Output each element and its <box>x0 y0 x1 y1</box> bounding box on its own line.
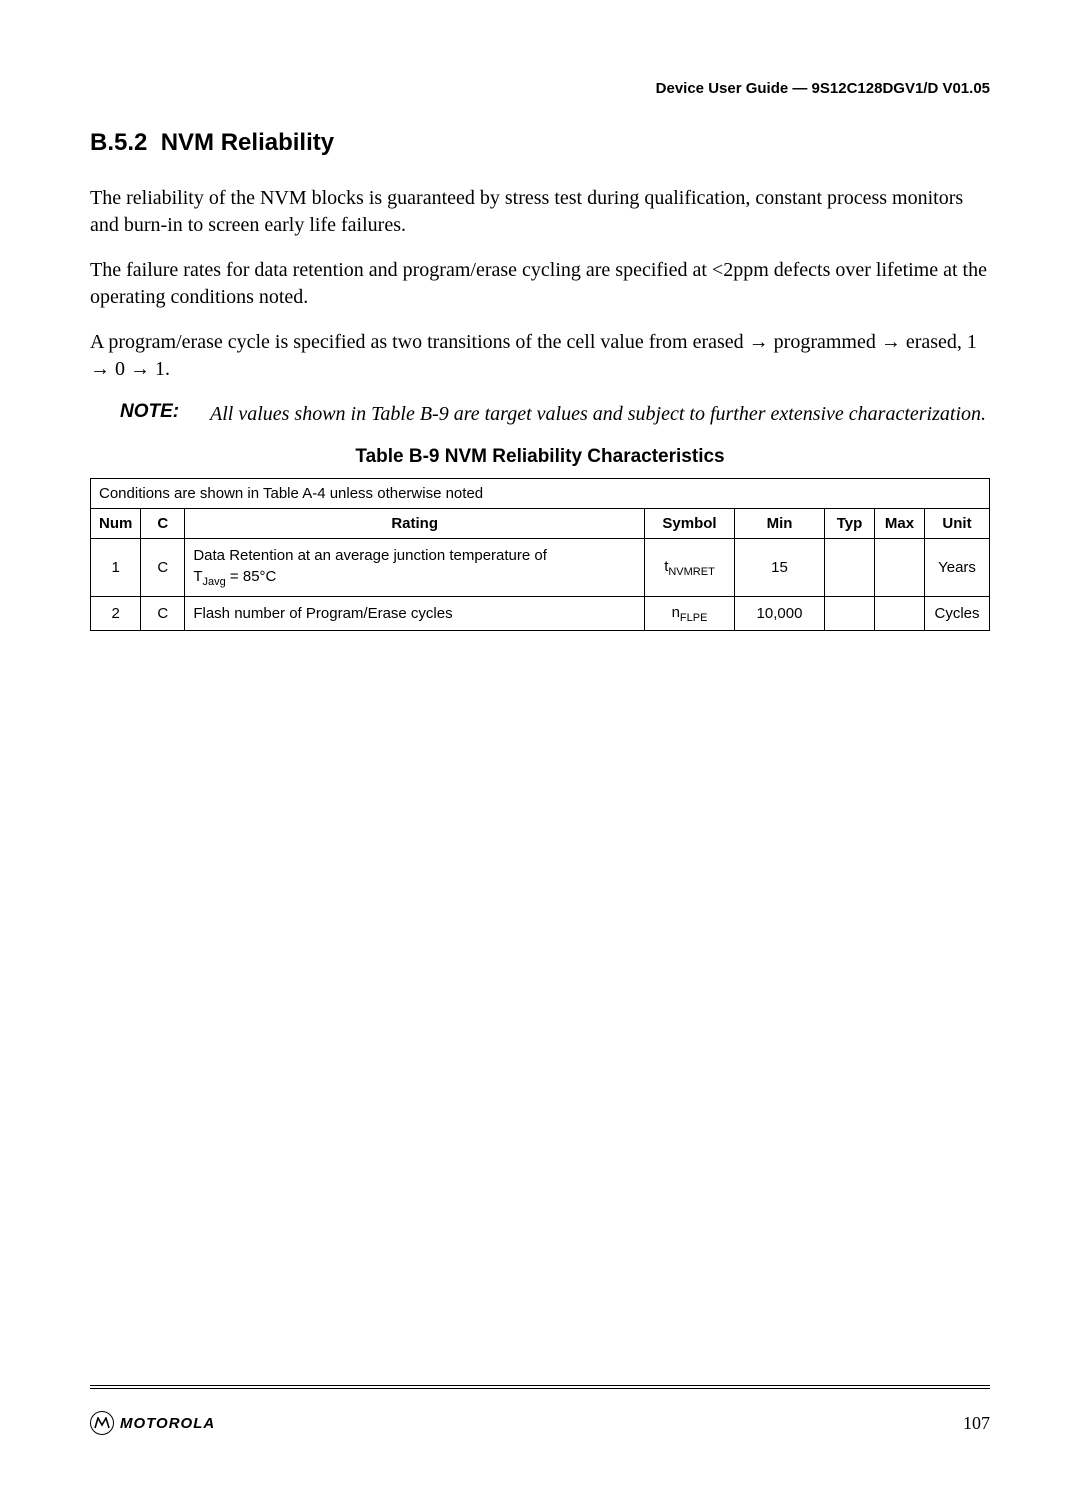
note-block: NOTE: All values shown in Table B-9 are … <box>90 401 990 428</box>
paragraph-2: The failure rates for data retention and… <box>90 257 990 311</box>
cell-unit: Years <box>925 539 990 597</box>
table-row: 2 C Flash number of Program/Erase cycles… <box>91 597 990 631</box>
rating-line2-pre: T <box>193 568 202 585</box>
cell-symbol: tNVMRET <box>645 539 735 597</box>
motorola-logo-icon <box>90 1411 114 1435</box>
note-text: All values shown in Table B-9 are target… <box>210 401 986 428</box>
section-title-text: NVM Reliability <box>161 129 334 156</box>
rating-line1: Data Retention at an average junction te… <box>193 547 547 564</box>
th-max: Max <box>875 509 925 539</box>
cell-min: 15 <box>735 539 825 597</box>
th-symbol: Symbol <box>645 509 735 539</box>
section-number: B.5.2 <box>90 129 147 156</box>
th-typ: Typ <box>825 509 875 539</box>
table-header-row: Num C Rating Symbol Min Typ Max Unit <box>91 509 990 539</box>
cell-symbol: nFLPE <box>645 597 735 631</box>
th-unit: Unit <box>925 509 990 539</box>
cell-max <box>875 539 925 597</box>
rating-line2-sub: Javg <box>203 576 226 588</box>
footer-logo-text: MOTOROLA <box>120 1415 215 1432</box>
footer-rule-1 <box>90 1385 990 1386</box>
footer-rule-2 <box>90 1388 990 1389</box>
note-label: NOTE: <box>90 401 210 428</box>
cell-max <box>875 597 925 631</box>
table-caption: Table B-9 NVM Reliability Characteristic… <box>90 446 990 468</box>
cell-rating: Flash number of Program/Erase cycles <box>185 597 645 631</box>
table-row: 1 C Data Retention at an average junctio… <box>91 539 990 597</box>
table-conditions-row: Conditions are shown in Table A-4 unless… <box>91 479 990 509</box>
cell-typ <box>825 539 875 597</box>
section-heading: B.5.2 NVM Reliability <box>90 129 990 157</box>
paragraph-3: A program/erase cycle is specified as tw… <box>90 329 990 383</box>
th-rating: Rating <box>185 509 645 539</box>
th-num: Num <box>91 509 141 539</box>
th-min: Min <box>735 509 825 539</box>
cell-min: 10,000 <box>735 597 825 631</box>
cell-num: 1 <box>91 539 141 597</box>
symbol-pre: n <box>672 604 680 621</box>
page-footer: MOTOROLA 107 <box>90 1385 990 1435</box>
rating-line1: Flash number of Program/Erase cycles <box>193 605 452 622</box>
doc-header-id: Device User Guide — 9S12C128DGV1/D V01.0… <box>90 80 990 97</box>
cell-num: 2 <box>91 597 141 631</box>
rating-line2-post: = 85°C <box>226 568 277 585</box>
table-conditions: Conditions are shown in Table A-4 unless… <box>91 479 990 509</box>
cell-c: C <box>141 597 185 631</box>
page-number: 107 <box>963 1413 990 1434</box>
m-logo-svg <box>94 1417 110 1429</box>
reliability-table: Conditions are shown in Table A-4 unless… <box>90 478 990 631</box>
cell-c: C <box>141 539 185 597</box>
footer-logo: MOTOROLA <box>90 1411 215 1435</box>
cell-typ <box>825 597 875 631</box>
cell-unit: Cycles <box>925 597 990 631</box>
symbol-sub: NVMRET <box>668 566 714 578</box>
th-c: C <box>141 509 185 539</box>
symbol-sub: FLPE <box>680 612 708 624</box>
cell-rating: Data Retention at an average junction te… <box>185 539 645 597</box>
paragraph-1: The reliability of the NVM blocks is gua… <box>90 185 990 239</box>
